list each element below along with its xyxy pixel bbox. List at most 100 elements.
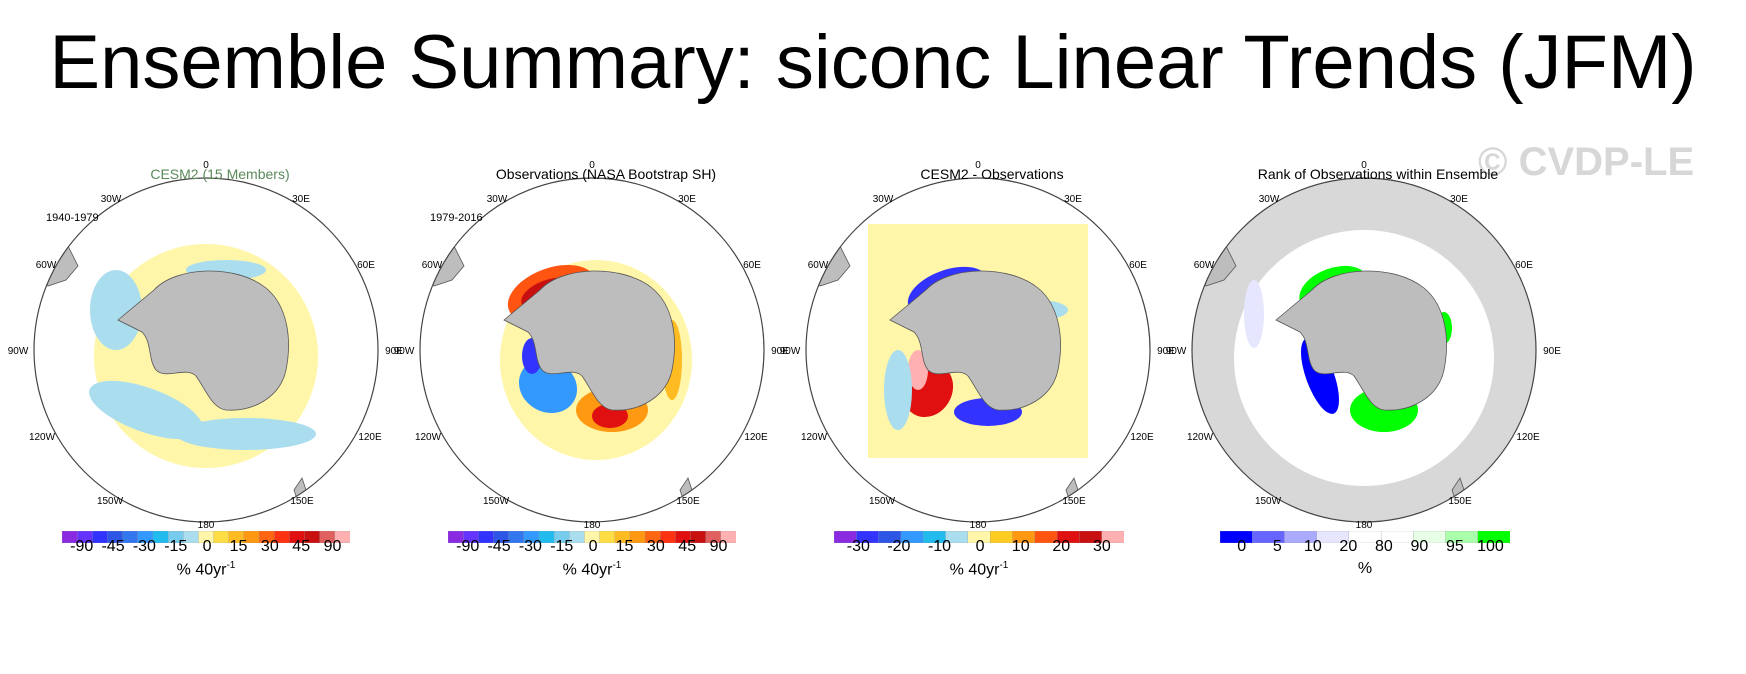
- watermark: © CVDP-LE: [1478, 140, 1695, 184]
- colorbar-tick-label: -45: [101, 538, 125, 555]
- longitude-label: 120W: [1187, 432, 1214, 443]
- colorbar-tick-label: 90: [323, 538, 342, 555]
- longitude-label: 0: [1361, 160, 1367, 171]
- colorbar-tick-label: 0: [588, 538, 598, 555]
- longitude-label: 120W: [801, 432, 828, 443]
- colorbar-tick-label: 30: [646, 538, 665, 555]
- trend-field: [908, 350, 928, 390]
- panel-observations: 0 30W 30E 60W 60E 90W 90E 120W 120E 150W 150E 180 O…: [386, 150, 826, 670]
- map-boundary: [419, 177, 765, 523]
- longitude-label: 30W: [487, 194, 508, 205]
- longitude-label: 90E: [385, 346, 403, 357]
- colorbar-swatch: [213, 530, 230, 544]
- colorbar-tick-label: 15: [229, 538, 248, 555]
- longitude-label: 0: [975, 160, 981, 171]
- longitude-label: 60W: [36, 260, 57, 271]
- longitude-label: 120E: [358, 432, 382, 443]
- longitude-label: 60W: [1194, 260, 1215, 271]
- longitude-label: 30W: [1259, 194, 1280, 205]
- colorbar-tick-label: -90: [456, 538, 480, 555]
- longitude-label: 90E: [1543, 346, 1561, 357]
- colorbar-tick-label: 30: [260, 538, 279, 555]
- longitude-label: 30W: [101, 194, 122, 205]
- polar-map: 0 30W 30E 60W 60E 90W 90E 120W 120E 150W 150E 180: [394, 160, 790, 531]
- colorbar-units-exponent: -1: [612, 560, 622, 571]
- trend-field: [176, 418, 316, 450]
- longitude-label: 90W: [780, 346, 801, 357]
- longitude-label: 120E: [744, 432, 768, 443]
- colorbar-swatches: [833, 530, 1125, 544]
- longitude-label: 60E: [1129, 260, 1147, 271]
- panel-title: Rank of Observations within Ensemble: [1257, 166, 1499, 182]
- trend-field: [90, 270, 142, 350]
- colorbar-tick-label: 100: [1477, 538, 1504, 555]
- colorbar-tick-label: 15: [615, 538, 634, 555]
- longitude-label: 150W: [483, 496, 510, 507]
- longitude-label: 150W: [1255, 496, 1282, 507]
- colorbar-tick-label: -30: [132, 538, 156, 555]
- antarctica-landmass: [1275, 270, 1447, 411]
- longitude-label: 90W: [8, 346, 29, 357]
- polar-map: 0 30W 30E 60W 60E 90W 90E 120W 120E 150W 150E 180: [780, 160, 1176, 531]
- colorbar-tick-label: 0: [1237, 538, 1247, 555]
- polar-map: 0 30W 30E 60W 60E 90W 90E 120W 120E 150W 150E 180: [1166, 160, 1562, 531]
- panel-rank: 0 30W 30E 60W 60E 90W 90E 120W 120E 150W 150E 180 R…: [1158, 150, 1598, 670]
- colorbar-tick-label: -30: [518, 538, 542, 555]
- panel-difference: 0 30W 30E 60W 60E 90W 90E 120W 120E 150W 150E 180 C…: [772, 150, 1212, 670]
- colorbar-tick-label: 20: [1339, 538, 1358, 555]
- panel-cesm2: 0 30W 30E 60W 60E 90W 90E 120W 120E 150W 150E 180 C…: [0, 150, 440, 670]
- longitude-label: 60E: [743, 260, 761, 271]
- map-boundary: [33, 177, 379, 523]
- period-label: 1940-1979: [46, 212, 99, 224]
- longitude-label: 120W: [29, 432, 56, 443]
- colorbar-tick-label: 0: [202, 538, 212, 555]
- longitude-label: 30E: [678, 194, 696, 205]
- map-boundary: [805, 177, 1151, 523]
- colorbar-units: %: [1357, 560, 1373, 577]
- colorbar-tick-label: 20: [1052, 538, 1071, 555]
- longitude-label: 120E: [1516, 432, 1540, 443]
- longitude-label: 150E: [676, 496, 700, 507]
- longitude-label: 60W: [422, 260, 443, 271]
- polar-map: 0 30W 30E 60W 60E 90W 90E 120W 120E 150W 150E 180: [8, 160, 404, 531]
- colorbar-tick-label: 0: [975, 538, 985, 555]
- colorbar-tick-label: 45: [292, 538, 311, 555]
- colorbar-swatches: [447, 530, 737, 544]
- colorbar-tick-label: -10: [927, 538, 952, 555]
- longitude-label: 150E: [1448, 496, 1472, 507]
- longitude-label: 60W: [808, 260, 829, 271]
- colorbar-swatch: [599, 530, 616, 544]
- panel-title: CESM2 (15 Members): [150, 166, 290, 182]
- colorbar-tick-label: -45: [487, 538, 511, 555]
- longitude-label: 90E: [1157, 346, 1175, 357]
- rank-field: [1244, 280, 1264, 348]
- colorbar-tick-label: 10: [1011, 538, 1030, 555]
- colorbar-units: % 40yr-1: [949, 560, 1009, 579]
- colorbar: 0 5 10 20 80 90 95 100%: [1219, 530, 1511, 590]
- longitude-label: 30E: [1450, 194, 1468, 205]
- longitude-label: 120E: [1130, 432, 1154, 443]
- colorbar-swatch: [990, 530, 1014, 544]
- colorbar-units: % 40yr-1: [176, 560, 236, 579]
- colorbar-tick-label: 90: [1410, 538, 1429, 555]
- longitude-label: 150W: [869, 496, 896, 507]
- antarctica-landmass: [503, 270, 675, 411]
- longitude-label: 120W: [415, 432, 442, 443]
- longitude-label: 0: [203, 160, 209, 171]
- longitude-label: 180: [198, 520, 215, 531]
- colorbar-tick-label: -30: [846, 538, 870, 555]
- trend-field: [884, 350, 912, 430]
- panel-title: CESM2 - Observations: [920, 166, 1064, 182]
- colorbar: -30 -20 -10 0 10 20 30 % 40yr-1: [833, 530, 1125, 590]
- colorbar-tick-label: 95: [1446, 538, 1464, 555]
- colorbar-tick-label: 10: [1303, 538, 1322, 555]
- colorbar-tick-label: 45: [678, 538, 697, 555]
- colorbar-tick-label: 30: [1092, 538, 1111, 555]
- colorbar-tick-label: 90: [709, 538, 728, 555]
- longitude-label: 0: [589, 160, 595, 171]
- colorbar-swatches: [1219, 530, 1511, 544]
- colorbar-units: % 40yr-1: [562, 560, 622, 579]
- colorbar-tick-label: -15: [164, 538, 188, 555]
- longitude-label: 150W: [97, 496, 124, 507]
- colorbar-tick-label: 80: [1374, 538, 1393, 555]
